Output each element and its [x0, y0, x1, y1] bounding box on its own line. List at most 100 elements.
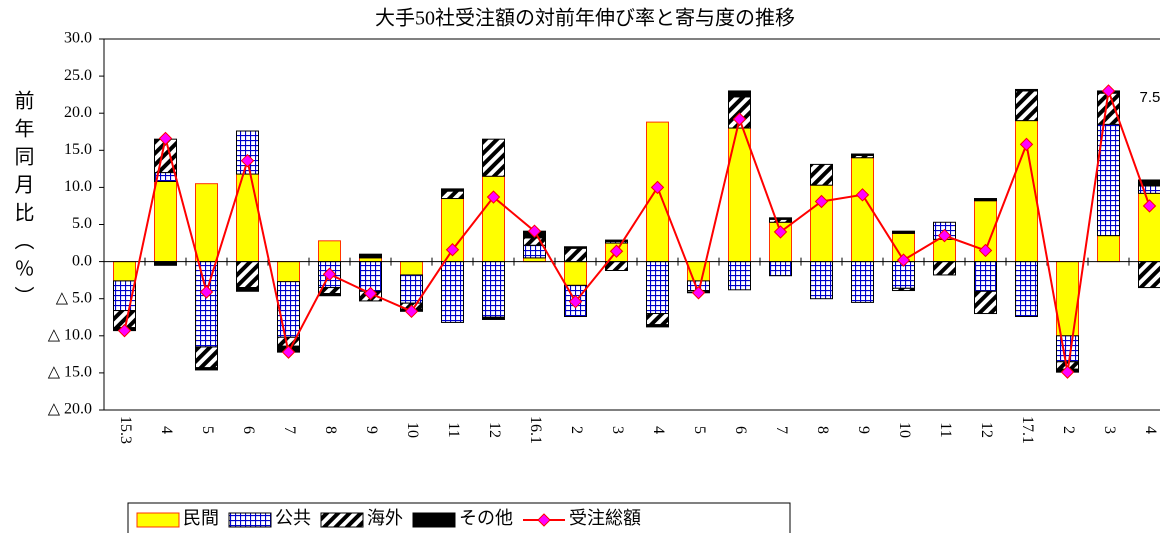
- bar-segment: [933, 261, 956, 276]
- marker: [199, 285, 214, 299]
- marker: [896, 253, 911, 267]
- bar-segment: [523, 257, 546, 263]
- x-tick-label: 5: [199, 426, 216, 434]
- bar-segment: [728, 261, 751, 291]
- bar-segment: [810, 163, 833, 186]
- bar-segment: [154, 261, 177, 266]
- bar-segment: [974, 290, 997, 315]
- marker: [1060, 365, 1075, 379]
- y-tick-label: 15.0: [64, 141, 92, 158]
- y-tick-label: △ 5.0: [56, 289, 92, 306]
- bar-segment: [482, 138, 505, 177]
- x-tick-label: 11: [445, 422, 462, 437]
- y-tick-label: 5.0: [72, 215, 92, 232]
- legend-swatch: [136, 512, 180, 528]
- x-tick-label: 2: [568, 426, 585, 434]
- line: [123, 90, 1151, 373]
- bar-segment: [1138, 261, 1160, 289]
- x-tick-label: 16.1: [527, 416, 544, 444]
- x-tick-label: 3: [1101, 426, 1118, 434]
- legend-label: 海外: [367, 508, 403, 528]
- bar-segment: [441, 261, 464, 323]
- marker: [404, 304, 419, 319]
- marker: [650, 180, 665, 195]
- bar-segment: [564, 261, 587, 286]
- marker: [240, 153, 255, 168]
- legend-swatch: [228, 512, 272, 528]
- y-tick-label: △ 10.0: [48, 326, 92, 343]
- x-tick-label: 12: [486, 422, 503, 438]
- bar-segment: [810, 261, 833, 300]
- bar-segment: [851, 153, 874, 156]
- bar-segment: [605, 261, 628, 272]
- y-tick-label: △ 20.0: [48, 401, 92, 418]
- data-label: 7.5: [1140, 89, 1160, 106]
- bar-segment: [400, 261, 423, 276]
- x-tick-label: 17.1: [1019, 416, 1036, 444]
- bar-segment: [933, 238, 956, 263]
- marker: [855, 188, 870, 202]
- bar-segment: [277, 261, 300, 283]
- bar-segment: [564, 247, 587, 263]
- marker: [691, 286, 706, 300]
- x-tick-label: 15.3: [117, 416, 134, 444]
- x-tick-label: 10: [896, 422, 913, 438]
- bar-segment: [195, 367, 218, 371]
- y-tick-label: 25.0: [64, 67, 92, 84]
- bar-segment: [482, 261, 505, 318]
- bar-segment: [277, 281, 300, 338]
- legend-swatch: [320, 512, 364, 528]
- x-tick-label: 4: [650, 426, 667, 434]
- bar-segment: [892, 287, 915, 292]
- bar-segment: [769, 261, 792, 277]
- marker: [527, 224, 542, 238]
- bar-segment: [195, 183, 218, 263]
- marker: [281, 345, 296, 359]
- bar-segment: [1097, 235, 1120, 263]
- bar-segment: [646, 261, 669, 315]
- marker: [445, 243, 460, 257]
- bar-segment: [359, 257, 382, 263]
- marker: [773, 225, 788, 239]
- bar-segment: [359, 253, 382, 259]
- y-tick-label: △ 15.0: [48, 364, 92, 381]
- marker: [117, 323, 132, 338]
- bar-segment: [482, 316, 505, 320]
- marker: [814, 194, 829, 209]
- bar-segment: [318, 293, 341, 297]
- x-tick-label: 4: [1142, 426, 1159, 434]
- x-tick-label: 8: [814, 426, 831, 434]
- bar-segment: [892, 230, 915, 234]
- y-tick-label: 10.0: [64, 178, 92, 195]
- legend-swatch: [412, 512, 456, 528]
- x-tick-label: 6: [732, 426, 749, 434]
- bar-segment: [974, 198, 997, 202]
- bar-segment: [646, 313, 669, 326]
- bar-segment: [851, 261, 874, 303]
- bar-segment: [769, 217, 792, 220]
- x-tick-label: 3: [609, 426, 626, 434]
- bar-segment: [564, 246, 587, 249]
- chart-title: 大手50社受注額の対前年伸び率と寄与度の推移: [375, 7, 795, 30]
- marker: [1142, 199, 1157, 213]
- bar-segment: [974, 261, 997, 292]
- marker: [486, 190, 501, 204]
- x-tick-label: 5: [691, 426, 708, 434]
- x-tick-label: 4: [158, 426, 175, 434]
- bar-segment: [195, 346, 218, 369]
- y-tick-label: 20.0: [64, 104, 92, 121]
- bar-segment: [236, 287, 259, 292]
- legend-label: 受注総額: [569, 508, 641, 528]
- x-tick-label: 7: [773, 426, 790, 434]
- x-tick-label: 12: [978, 422, 995, 438]
- marker: [609, 244, 624, 258]
- x-tick-label: 7: [281, 426, 298, 434]
- bar-segment: [318, 240, 341, 263]
- bar-segment: [113, 261, 136, 282]
- legend-marker: [537, 513, 551, 527]
- marker: [322, 267, 337, 281]
- marker: [158, 131, 173, 146]
- bar-segment: [1015, 261, 1038, 318]
- marker: [1019, 137, 1034, 152]
